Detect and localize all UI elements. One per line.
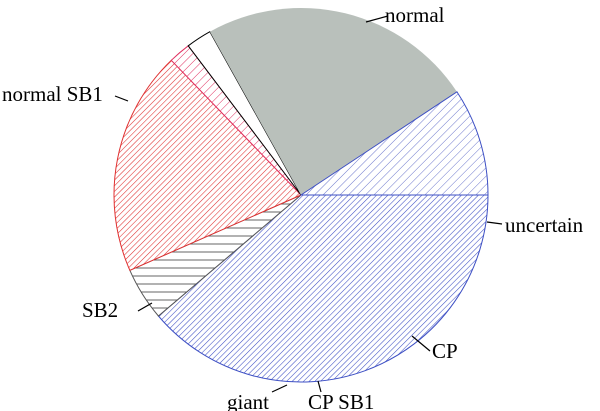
slice-label-cp-sb1: CP SB1 [308, 390, 374, 411]
slice-label-cp: CP [432, 339, 458, 363]
pie-slices [113, 7, 489, 383]
leader-line-cp-sb1 [317, 380, 322, 393]
leader-line-sb2 [137, 302, 153, 312]
slice-label-sb2: SB2 [82, 298, 118, 322]
slice-label-normal-sb1: normal SB1 [2, 82, 103, 106]
slice-label-uncertain: uncertain [505, 213, 584, 237]
pie-slice-giant [187, 31, 302, 196]
pie-slice-cp [113, 59, 302, 271]
leader-line-cp [411, 335, 431, 352]
slice-label-giant: giant [227, 390, 269, 411]
pie-slice-sb2 [209, 7, 457, 195]
leader-line-uncertain [486, 221, 503, 225]
leader-line-normal-sb1 [114, 95, 129, 102]
slice-label-normal: normal [385, 3, 445, 27]
leader-line-giant [271, 384, 288, 393]
pie-slice-normal [157, 194, 489, 383]
pie-slice-normal-sb1 [299, 91, 489, 196]
leader-line-normal [365, 15, 389, 23]
pie-labels: normal uncertain CP CP SB1 giant SB2 normal SB… [2, 3, 584, 411]
